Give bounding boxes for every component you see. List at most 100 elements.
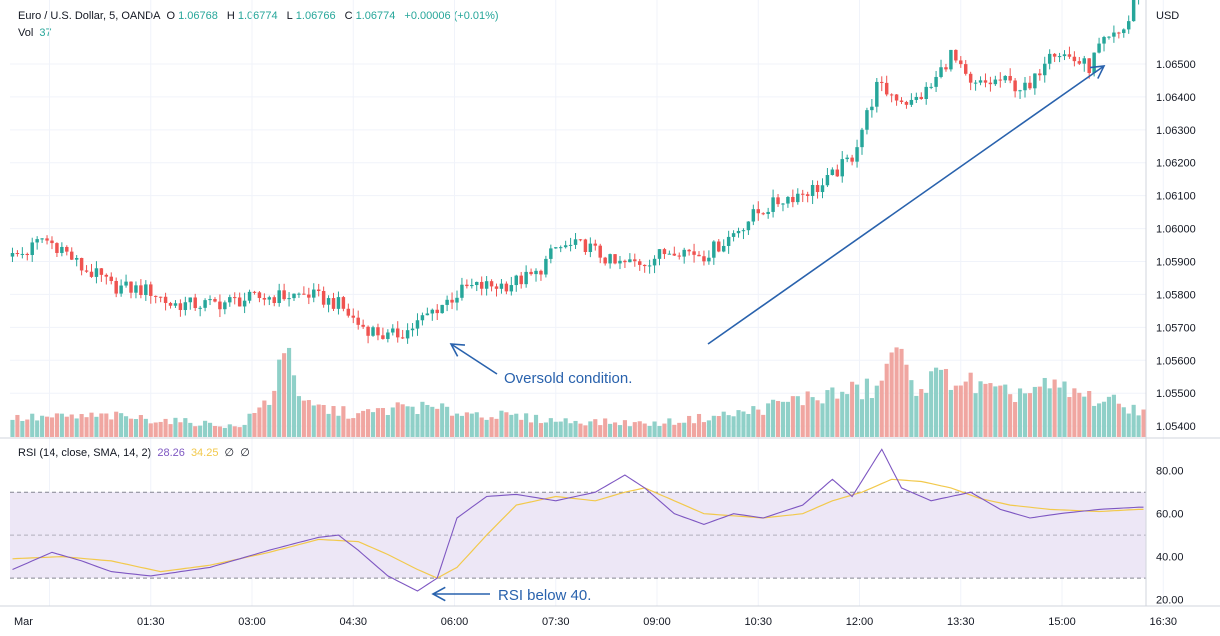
volume-bar <box>464 412 469 437</box>
candle-body <box>884 82 889 95</box>
candle-body <box>153 295 158 297</box>
candle-body <box>539 270 543 275</box>
candle-body <box>514 275 518 286</box>
candle-body <box>341 297 346 309</box>
candle-body <box>544 258 548 275</box>
volume-bar <box>390 407 395 437</box>
candle-body <box>262 297 267 300</box>
volume-bar <box>869 398 874 437</box>
price-tick-label: 1.06500 <box>1156 59 1196 71</box>
volume-bar <box>188 422 193 437</box>
volume-bar <box>914 395 919 437</box>
volume-bar <box>380 407 385 437</box>
candle-body <box>825 175 830 186</box>
candle-body <box>109 276 113 281</box>
volume-bar <box>761 414 766 437</box>
price-tick-label: 1.05400 <box>1156 421 1196 433</box>
volume-bar <box>553 421 558 437</box>
candle-body <box>1102 37 1106 44</box>
candle-body <box>400 337 405 339</box>
volume-bar <box>884 363 889 437</box>
volume-bar <box>603 418 608 437</box>
time-tick-label: 15:00 <box>1048 616 1076 628</box>
candle-body <box>865 110 869 130</box>
candle-body <box>563 245 568 248</box>
volume-bar <box>504 412 509 437</box>
volume-bar <box>311 405 316 437</box>
volume-bar <box>252 412 257 437</box>
candle-body <box>10 253 15 257</box>
candle-body <box>188 297 193 303</box>
candle-body <box>321 290 326 305</box>
candle-body <box>351 315 355 318</box>
volume-bar <box>212 425 218 437</box>
volume-bar <box>99 413 104 437</box>
candle-body <box>134 285 138 293</box>
volume-bar <box>1092 405 1097 437</box>
candle-body <box>781 203 785 205</box>
volume-bar <box>138 415 143 437</box>
volume-bar <box>158 421 163 437</box>
candle-body <box>405 330 410 339</box>
volume-bar <box>54 413 59 437</box>
candle-body <box>208 299 212 301</box>
candle-body <box>178 303 183 311</box>
candle-body <box>583 239 588 253</box>
volume-bar <box>667 418 672 437</box>
candle-body <box>692 251 696 255</box>
candle-body <box>1043 63 1047 76</box>
candle-body <box>1052 53 1057 57</box>
volume-bar <box>25 419 30 437</box>
volume-bar <box>49 417 55 437</box>
volume-bar <box>257 407 262 437</box>
rsi-tick-label: 60.00 <box>1156 509 1184 521</box>
candle-body <box>346 308 351 316</box>
candle-body <box>252 291 257 293</box>
candle-body <box>761 213 765 215</box>
volume-bar <box>415 414 420 437</box>
candle-body <box>104 274 109 277</box>
candle-body <box>529 271 533 275</box>
volume-bar <box>1017 388 1023 437</box>
volume-bar <box>519 419 524 437</box>
candle-body <box>74 257 79 260</box>
volume-bar <box>1106 396 1112 437</box>
candle-body <box>978 80 983 83</box>
annotations: Oversold condition. RSI below 40. <box>431 65 1106 604</box>
candle-body <box>460 284 464 298</box>
volume-bar <box>548 418 553 437</box>
candle-body <box>954 49 958 61</box>
volume-bar <box>277 359 282 437</box>
oversold-arrow <box>450 343 498 375</box>
volume-bar <box>395 402 400 437</box>
candle-body <box>307 294 311 298</box>
volume-bar <box>820 403 825 437</box>
rsi-label: RSI (14, close, SMA, 14, 2) <box>18 447 152 459</box>
volume-bar <box>701 422 707 437</box>
candle-body <box>751 209 756 222</box>
candle-body <box>845 157 849 160</box>
candle-body <box>805 194 810 196</box>
candle-body <box>731 233 736 237</box>
price-tick-label: 1.06400 <box>1156 92 1196 104</box>
volume-bar <box>533 414 539 437</box>
volume-bar <box>459 415 464 437</box>
candle-body <box>721 245 726 252</box>
candle-body <box>973 82 978 84</box>
candle-body <box>786 196 790 204</box>
volume-bar <box>706 420 711 437</box>
price-tick-label: 1.05900 <box>1156 257 1196 269</box>
price-tick-label: 1.05600 <box>1156 355 1196 367</box>
price-tick-label: 1.06100 <box>1156 191 1196 203</box>
candle-body <box>114 280 118 294</box>
volume-bar <box>15 414 20 437</box>
candle-body <box>440 304 444 314</box>
candle-body <box>272 297 276 304</box>
candle-body <box>361 324 365 327</box>
volume-bar <box>1062 381 1067 437</box>
volume-bar <box>1131 404 1136 437</box>
candle-body <box>267 297 272 300</box>
candle-body <box>924 86 928 99</box>
candles <box>10 0 1140 344</box>
